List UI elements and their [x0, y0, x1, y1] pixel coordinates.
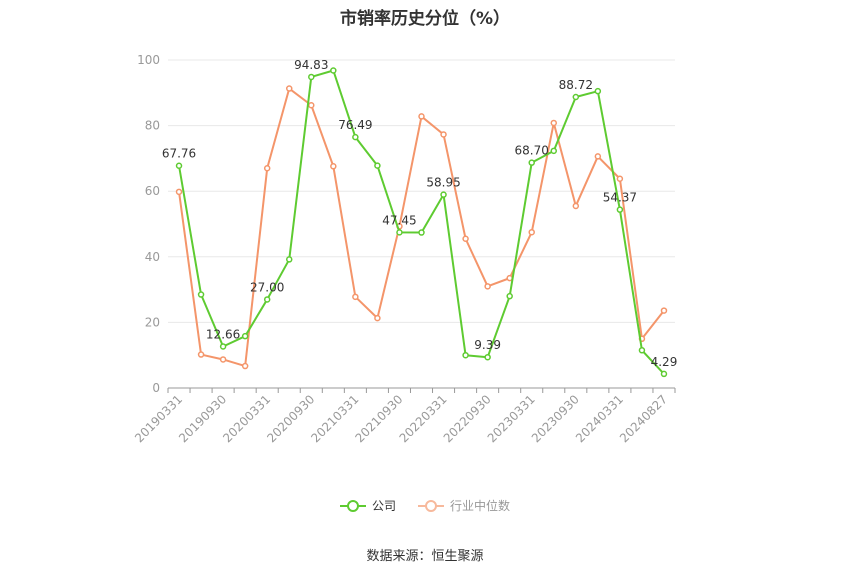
data-point-company: [352, 133, 359, 141]
data-point-company: [484, 353, 491, 361]
data-point-industry: [374, 314, 381, 322]
data-label: 9.39: [474, 338, 501, 352]
data-point-company: [197, 291, 205, 298]
data-point-industry: [484, 283, 491, 290]
data-point-industry: [219, 356, 227, 363]
data-point-company: [506, 292, 513, 300]
data-point-industry: [528, 228, 535, 236]
y-tick-label: 100: [137, 53, 160, 67]
data-point-industry: [175, 188, 183, 196]
axis-layer: 0204060801002019033120190930202003312020…: [132, 53, 676, 445]
y-tick-label: 40: [145, 250, 160, 264]
y-tick-label: 80: [145, 119, 160, 133]
data-point-company: [616, 206, 624, 213]
data-label: 88.72: [559, 78, 593, 92]
data-point-company: [219, 343, 227, 350]
data-point-company: [330, 67, 337, 74]
data-label: 58.95: [426, 176, 460, 190]
data-label-layer: 67.76 12.66 27.00 94.83 76.49 47.45 58.95 9.39 6…: [162, 58, 677, 369]
data-label: 12.66: [206, 327, 240, 341]
x-tick-label: 20240827: [617, 392, 670, 445]
legend-marker-company: [339, 499, 366, 512]
data-point-company: [660, 370, 668, 378]
data-point-company: [396, 229, 403, 236]
data-point-company: [175, 162, 183, 169]
data-point-company: [594, 87, 602, 95]
data-point-company: [550, 147, 558, 155]
y-tick-label: 20: [145, 315, 160, 329]
data-label: 54.37: [603, 191, 637, 205]
data-point-industry: [285, 85, 293, 92]
data-point-company: [374, 162, 381, 169]
data-point-industry: [418, 113, 425, 120]
grid-layer: [168, 59, 675, 323]
data-label: 94.83: [294, 58, 328, 72]
data-point-company: [285, 256, 293, 263]
data-label: 47.45: [382, 213, 416, 227]
legend-item-company[interactable]: 公司: [339, 497, 396, 514]
data-label: 76.49: [338, 118, 372, 132]
data-point-company: [462, 351, 469, 359]
data-point-company: [263, 296, 271, 303]
data-point-industry: [660, 307, 668, 314]
data-point-company: [528, 159, 535, 166]
data-point-company: [308, 73, 315, 81]
data-point-company: [418, 229, 425, 236]
data-point-industry: [330, 163, 337, 170]
legend-label-company: 公司: [371, 499, 396, 513]
series-layer: [175, 67, 668, 378]
y-tick-label: 60: [145, 184, 160, 198]
data-point-industry: [241, 362, 249, 370]
data-point-company: [638, 347, 646, 354]
data-point-industry: [352, 293, 359, 301]
data-point-industry: [550, 119, 558, 127]
source-note: 数据来源：恒生聚源: [366, 549, 484, 564]
data-point-company: [440, 191, 447, 198]
data-point-industry: [197, 351, 205, 358]
legend-label-industry: 行业中位数: [450, 499, 511, 513]
data-point-company: [572, 93, 580, 101]
data-label: 27.00: [250, 280, 284, 294]
data-label: 67.76: [162, 147, 196, 161]
legend-item-industry[interactable]: 行业中位数: [418, 497, 510, 514]
data-point-industry: [462, 235, 469, 243]
data-point-industry: [263, 164, 271, 172]
data-point-industry: [308, 102, 315, 109]
data-point-industry: [594, 153, 602, 160]
data-point-industry: [616, 175, 624, 182]
data-point-industry: [572, 202, 580, 210]
legend: 公司 行业中位数: [0, 497, 850, 514]
data-label: 4.29: [651, 355, 678, 369]
y-tick-label: 0: [152, 381, 160, 395]
legend-marker-industry: [418, 499, 444, 512]
chart-title: 市销率历史分位（%）: [339, 9, 511, 29]
data-point-industry: [440, 131, 447, 138]
data-point-company: [241, 332, 249, 340]
data-label: 68.70: [515, 144, 549, 158]
